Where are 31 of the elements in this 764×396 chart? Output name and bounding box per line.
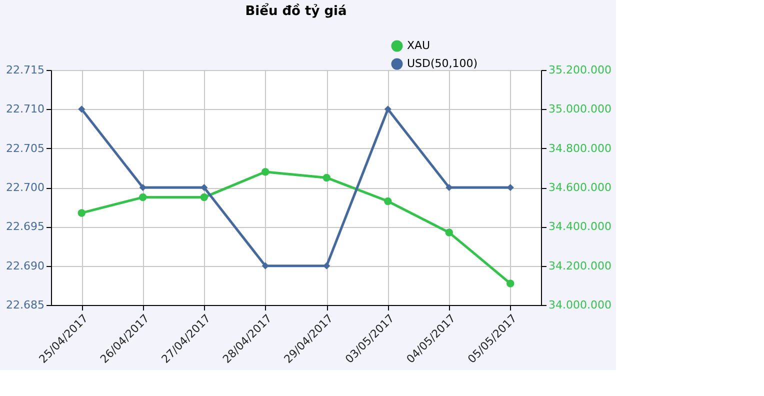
point <box>384 197 392 206</box>
y2-tick-label: 35.200.000 <box>548 64 612 76</box>
y-tick-label: 22.700 <box>6 181 44 194</box>
y2-tick-label: 34.400.000 <box>548 220 612 234</box>
y-tick-label: 22.715 <box>6 64 44 76</box>
y-tick-label: 22.685 <box>6 298 44 312</box>
point <box>323 262 330 270</box>
point <box>139 184 146 192</box>
point <box>78 209 86 217</box>
point <box>445 228 453 236</box>
point <box>200 184 208 192</box>
y-tick-label: 22.690 <box>6 259 44 272</box>
y-tick-label: 22.705 <box>6 142 44 155</box>
point <box>200 193 208 202</box>
point <box>262 262 269 270</box>
point <box>78 106 86 113</box>
point <box>506 280 514 288</box>
y-tick-label: 22.695 <box>6 220 44 234</box>
y2-tick-label: 34.800.000 <box>548 142 612 155</box>
legend-label: XAU <box>407 39 430 52</box>
chart-title: Biểu đồ tỷ giá <box>245 3 347 19</box>
point <box>262 168 270 176</box>
y2-tick-label: 35.000.000 <box>548 102 612 116</box>
y2-tick-label: 34.000.000 <box>548 298 612 312</box>
y2-tick-label: 34.600.000 <box>548 181 612 194</box>
y2-tick-label: 34.200.000 <box>548 259 612 272</box>
point <box>322 174 330 182</box>
legend-label: USD(50,100) <box>407 57 478 70</box>
y-tick-label: 22.710 <box>6 102 44 116</box>
point <box>139 193 147 202</box>
point <box>384 106 392 113</box>
